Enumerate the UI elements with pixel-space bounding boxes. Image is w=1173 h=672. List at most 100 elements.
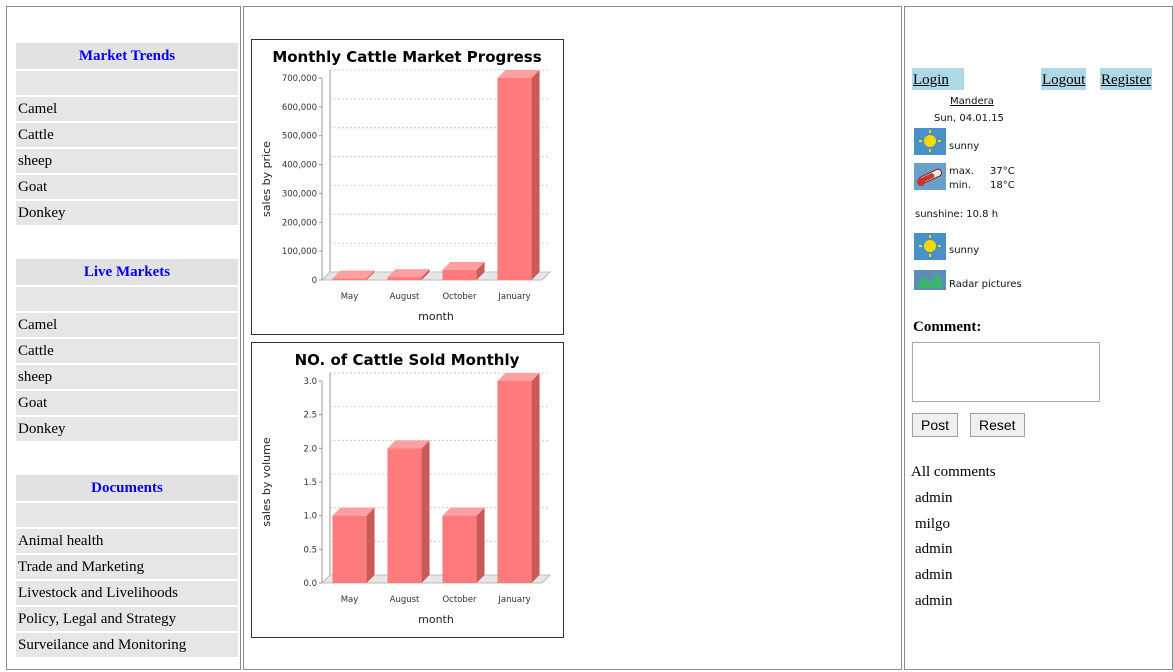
- menu-item-cattle[interactable]: Cattle: [16, 123, 238, 147]
- weather-condition: sunny: [949, 245, 980, 256]
- weather-date: Sun, 04.01.15: [934, 113, 1004, 124]
- x-tick-label: October: [442, 595, 477, 605]
- bar-side: [476, 261, 485, 280]
- bar-top: [442, 507, 485, 516]
- y-tick-label: 400,000: [282, 161, 317, 171]
- menu-item-cattle[interactable]: Cattle: [16, 339, 238, 363]
- weather-location-link[interactable]: Mandera: [950, 96, 994, 107]
- menu-header-documents[interactable]: Documents: [16, 475, 238, 501]
- y-tick-label: 300,000: [282, 189, 317, 199]
- menu-item-trade-marketing[interactable]: Trade and Marketing: [16, 555, 238, 579]
- comment-label: Comment:: [913, 319, 982, 335]
- bar: [442, 261, 485, 280]
- y-axis-label: sales by price: [260, 141, 273, 217]
- register-link[interactable]: Register: [1100, 68, 1152, 90]
- bar-side: [421, 440, 430, 583]
- menu-item-surveillance[interactable]: Surveilance and Monitoring: [16, 633, 238, 657]
- x-tick-label: January: [497, 595, 530, 605]
- bar: [442, 507, 485, 583]
- y-axis-label: sales by volume: [260, 437, 273, 526]
- bar-front: [387, 448, 422, 583]
- comment-author: admin: [915, 567, 953, 583]
- menu-item-policy-legal[interactable]: Policy, Legal and Strategy: [16, 607, 238, 631]
- radar-pictures-link[interactable]: Radar pictures: [949, 279, 1022, 290]
- y-tick-label: 700,000: [282, 74, 317, 84]
- bar-top: [497, 70, 540, 78]
- weather-condition: sunny: [949, 141, 980, 152]
- y-tick-label: 600,000: [282, 103, 317, 113]
- all-comments-heading: All comments: [911, 464, 996, 480]
- menu-item-sheep[interactable]: sheep: [16, 149, 238, 173]
- x-tick-label: August: [390, 292, 420, 302]
- comment-textarea[interactable]: [912, 342, 1100, 402]
- bar: [332, 270, 375, 280]
- bar-top: [387, 269, 430, 278]
- menu-item-animal-health[interactable]: Animal health: [16, 529, 238, 553]
- menu-documents: Documents Animal health Trade and Market…: [16, 475, 238, 659]
- x-tick-label: August: [390, 595, 420, 605]
- left-sidebar: Market Trends Camel Cattle sheep Goat Do…: [6, 6, 241, 670]
- bar-front: [442, 269, 477, 280]
- bar: [497, 373, 540, 583]
- weather-min-label: min.: [949, 180, 972, 191]
- menu-header-market-trends[interactable]: Market Trends: [16, 43, 238, 69]
- bar-top: [497, 373, 540, 381]
- y-tick-label: 3.0: [303, 377, 317, 387]
- weather-max-label: max.: [949, 166, 974, 177]
- menu-spacer: [16, 503, 238, 527]
- logout-link[interactable]: Logout: [1041, 68, 1087, 90]
- bar-side: [421, 269, 430, 280]
- weather-max-value: 37°C: [990, 166, 1015, 177]
- chart-title: Monthly Cattle Market Progress: [272, 48, 541, 66]
- y-tick-label: 100,000: [282, 247, 317, 257]
- radar-map-icon[interactable]: [914, 270, 946, 290]
- menu-item-donkey[interactable]: Donkey: [16, 201, 238, 225]
- menu-item-goat[interactable]: Goat: [16, 175, 238, 199]
- login-link[interactable]: Login: [912, 68, 964, 90]
- menu-item-camel[interactable]: Camel: [16, 97, 238, 121]
- menu-market-trends: Market Trends Camel Cattle sheep Goat Do…: [16, 43, 238, 227]
- bar-top: [332, 507, 375, 516]
- y-tick-label: 2.0: [303, 444, 317, 454]
- menu-item-donkey[interactable]: Donkey: [16, 417, 238, 441]
- comment-author: milgo: [915, 516, 951, 532]
- bar-side: [531, 70, 540, 280]
- bar-top: [387, 440, 430, 449]
- x-tick-label: October: [442, 292, 477, 302]
- chart-price-svg: Monthly Cattle Market Progress 0 100,000 20…: [260, 48, 552, 323]
- bar-front: [332, 278, 367, 280]
- bar-front: [442, 515, 477, 583]
- menu-header-live-markets[interactable]: Live Markets: [16, 259, 238, 285]
- bar: [497, 70, 540, 280]
- menu-item-goat[interactable]: Goat: [16, 391, 238, 415]
- x-tick-label: May: [341, 595, 359, 605]
- menu-live-markets: Live Markets Camel Cattle sheep Goat Don…: [16, 259, 238, 443]
- bar-side: [366, 270, 375, 280]
- menu-spacer: [16, 71, 238, 95]
- x-tick-label: January: [497, 292, 530, 302]
- comment-author: admin: [915, 593, 953, 609]
- bar-front: [497, 381, 532, 583]
- thermometer-icon: [914, 163, 946, 190]
- post-button[interactable]: Post: [912, 413, 959, 437]
- bar: [387, 269, 430, 280]
- menu-item-sheep[interactable]: sheep: [16, 365, 238, 389]
- right-sidebar: Login Logout Register Mandera Sun, 04.01…: [904, 6, 1173, 670]
- chart-title: NO. of Cattle Sold Monthly: [295, 351, 520, 369]
- reset-button[interactable]: Reset: [970, 413, 1025, 437]
- chart-volume: NO. of Cattle Sold Monthly 0.0 0.5 1.0 1.5 2.…: [251, 342, 564, 638]
- menu-item-livestock-livelihoods[interactable]: Livestock and Livelihoods: [16, 581, 238, 605]
- y-tick-label: 2.5: [303, 411, 317, 421]
- x-axis-label: month: [418, 310, 454, 323]
- x-axis-label: month: [418, 613, 454, 626]
- bar-top: [442, 261, 485, 270]
- y-tick-label: 500,000: [282, 132, 317, 142]
- menu-item-camel[interactable]: Camel: [16, 313, 238, 337]
- y-tick-label: 0.5: [303, 545, 317, 555]
- comment-author: admin: [915, 490, 953, 506]
- menu-spacer: [16, 287, 238, 311]
- y-tick-label: 200,000: [282, 218, 317, 228]
- bar-front: [332, 515, 367, 583]
- weather-sunshine: sunshine: 10.8 h: [915, 209, 999, 220]
- chart-volume-svg: NO. of Cattle Sold Monthly 0.0 0.5 1.0 1.5 2.…: [260, 351, 552, 626]
